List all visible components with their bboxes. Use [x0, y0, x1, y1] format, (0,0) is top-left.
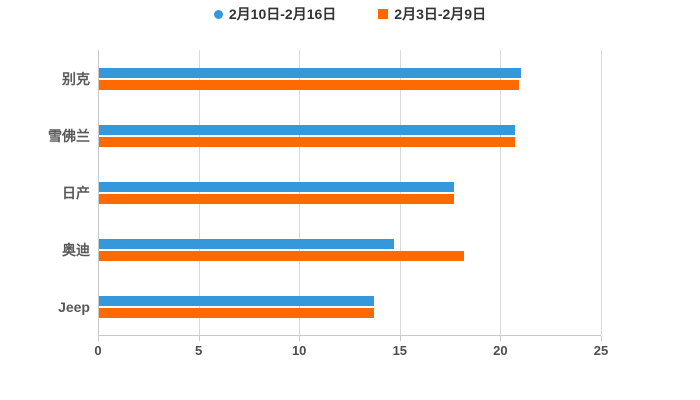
legend-marker-square-icon: [378, 9, 389, 19]
bar-2月3日-2月9日: [99, 307, 375, 318]
y-axis-label: Jeep: [58, 298, 90, 315]
legend-marker-circle-icon: [213, 9, 223, 19]
x-axis-tick: [601, 336, 602, 341]
gridline: [500, 50, 502, 335]
gridline: [299, 50, 301, 335]
y-axis-label: 奥迪: [62, 241, 90, 258]
legend-item[interactable]: 2月3日-2月9日: [378, 4, 486, 24]
x-axis: 0 5 10 15 20 25: [94, 336, 608, 360]
bar-row: [99, 278, 601, 335]
x-axis-tick: [500, 336, 502, 341]
x-axis-tick-label: 15: [392, 343, 408, 358]
plot-area: [98, 50, 602, 336]
y-axis-label: 雪佛兰: [48, 127, 90, 144]
legend-item[interactable]: 2月10日-2月16日: [213, 4, 337, 24]
bar-2月3日-2月9日: [99, 79, 519, 90]
y-axis-label: 别克: [62, 70, 90, 87]
bar-2月10日-2月16日: [99, 67, 521, 78]
x-axis-tick-label: 5: [194, 343, 203, 358]
bar-2月3日-2月9日: [99, 193, 455, 204]
bar-2月3日-2月9日: [99, 250, 465, 261]
x-axis-tick-label: 10: [291, 343, 307, 358]
x-axis-tick: [299, 336, 301, 341]
bar-2月3日-2月9日: [99, 136, 515, 147]
y-axis-label: 日产: [62, 184, 90, 201]
x-axis-tick-label: 25: [593, 343, 609, 358]
legend-item-label: 2月10日-2月16日: [228, 6, 337, 22]
x-axis-tick: [399, 336, 401, 341]
bar-row: [99, 107, 601, 164]
y-axis-labels: 别克雪佛兰日产奥迪 Jeep: [0, 50, 90, 335]
bar-2月10日-2月16日: [99, 124, 515, 135]
chart-legend: 2月10日-2月16日 2月3日-2月9日: [0, 4, 700, 24]
bar-2月10日-2月16日: [99, 238, 395, 249]
x-axis-tick: [198, 336, 200, 341]
x-axis-tick-label: 0: [94, 343, 102, 358]
gridline: [198, 50, 200, 335]
y-axis-line: [98, 50, 99, 335]
bar-2月10日-2月16日: [99, 295, 375, 306]
bar-row: [99, 50, 601, 107]
bar-row: [99, 221, 601, 278]
bar-rows: [99, 50, 601, 335]
x-axis-line: [98, 335, 601, 336]
gridline: [399, 50, 401, 335]
bar-2月10日-2月16日: [99, 181, 455, 192]
bar-row: [99, 164, 601, 221]
gridline: [601, 50, 602, 335]
legend-item-label: 2月3日-2月9日: [394, 6, 487, 22]
x-axis-tick-label: 20: [493, 343, 508, 358]
x-axis-tick: [98, 336, 99, 341]
